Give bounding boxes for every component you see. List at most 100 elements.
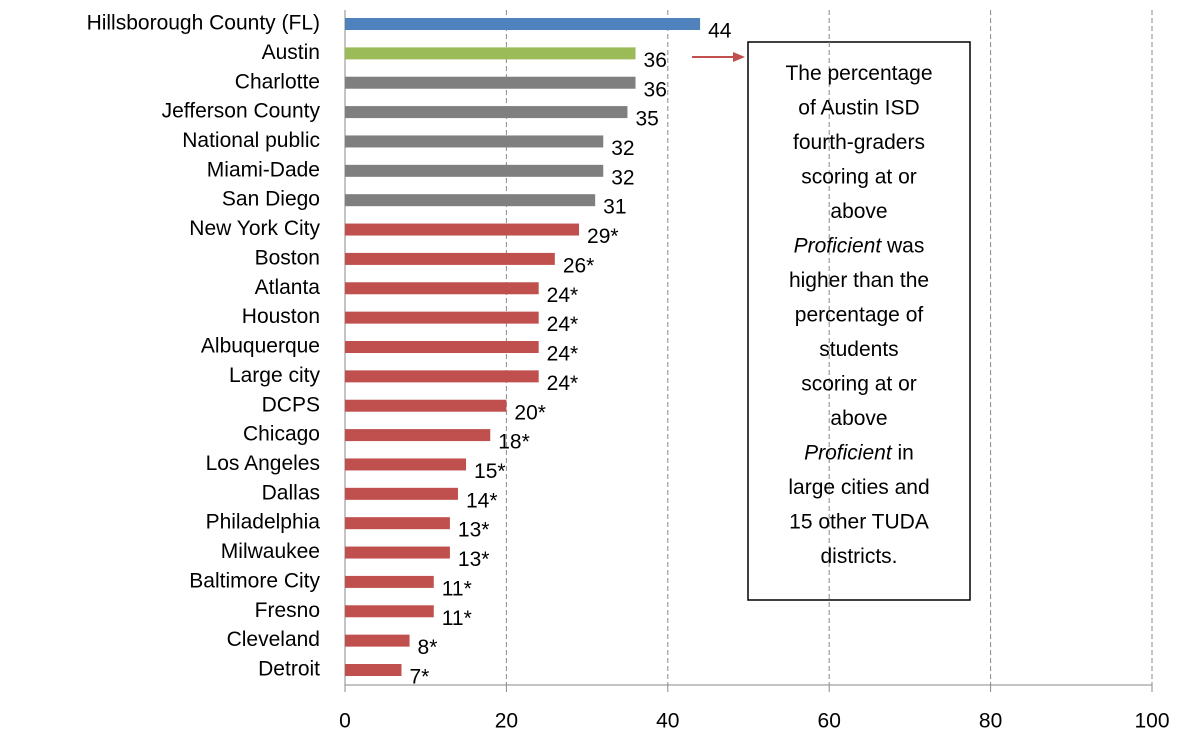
value-label: 11* (442, 607, 472, 630)
value-label: 24* (547, 343, 579, 366)
value-label: 11* (442, 577, 472, 600)
annotation-line: students (819, 338, 898, 361)
y-tick-label: Charlotte (235, 70, 320, 93)
annotation-text: 15 other TUDA (789, 510, 929, 533)
y-tick-label: Philadelphia (206, 511, 321, 534)
annotation-text: Proficient (804, 441, 893, 464)
value-label: 31 (603, 196, 626, 219)
bar (345, 282, 539, 295)
value-label: 15* (474, 460, 506, 483)
y-tick-label: Houston (242, 305, 320, 328)
value-label: 13* (458, 548, 490, 571)
bar (345, 605, 434, 618)
y-tick-label: Chicago (243, 423, 320, 446)
annotation-line: scoring at or (801, 372, 917, 395)
y-tick-label: New York City (189, 217, 320, 240)
annotation-text: fourth-graders (793, 131, 925, 154)
y-tick-label: Large city (229, 364, 321, 387)
bar (345, 664, 402, 676)
annotation-text: The percentage (785, 62, 932, 85)
y-tick-label: Austin (262, 41, 320, 64)
annotation-line: large cities and (788, 476, 929, 499)
y-tick-label: Boston (255, 246, 320, 269)
y-tick-label: Milwaukee (221, 540, 320, 563)
bar (345, 399, 507, 412)
bar (345, 517, 450, 530)
bar (345, 76, 636, 89)
y-tick-label: Los Angeles (206, 452, 320, 475)
value-label: 24* (547, 372, 579, 395)
value-label: 35 (635, 108, 658, 131)
value-label: 26* (563, 254, 595, 277)
value-label: 32 (611, 166, 634, 189)
y-tick-label: Baltimore City (189, 569, 320, 592)
value-label: 8* (418, 636, 438, 659)
value-label: 36 (644, 78, 667, 101)
x-tick-label: 20 (495, 710, 518, 733)
annotation-text: percentage of (795, 303, 924, 326)
value-label: 32 (611, 137, 634, 160)
y-tick-label: Fresno (255, 599, 320, 622)
bar (345, 429, 491, 442)
bar (345, 458, 467, 471)
y-tick-label: Detroit (258, 658, 320, 681)
value-label: 44 (708, 20, 732, 43)
annotation-text: was (881, 234, 924, 257)
annotation-line: scoring at or (801, 165, 917, 188)
annotation-line: 15 other TUDA (789, 510, 929, 533)
bar (345, 546, 450, 559)
annotation-box (747, 41, 971, 601)
bar (345, 135, 604, 148)
annotation-arrowhead (733, 52, 745, 62)
x-tick-label: 40 (656, 710, 679, 733)
y-tick-label: Atlanta (255, 276, 321, 299)
annotation-line: above (830, 407, 887, 430)
bar (345, 341, 539, 353)
y-tick-label: Miami-Dade (207, 158, 320, 181)
y-tick-label: National public (182, 129, 320, 152)
annotation-line: of Austin ISD (798, 96, 919, 119)
annotation-text: scoring at or (801, 165, 917, 188)
annotation-line: percentage of (795, 303, 924, 326)
bar (345, 18, 701, 30)
annotation-text: large cities and (788, 476, 929, 499)
annotation-line: above (830, 200, 887, 223)
annotation-text: higher than the (789, 269, 929, 292)
bar (345, 634, 410, 647)
x-tick-label: 0 (339, 710, 351, 733)
annotation-text: districts. (820, 545, 897, 568)
bar (345, 575, 434, 588)
y-tick-label: Dallas (262, 481, 320, 504)
bar (345, 47, 636, 60)
annotation-text: above (830, 407, 887, 430)
annotation-text: students (819, 338, 898, 361)
annotation-text: scoring at or (801, 372, 917, 395)
annotation-text: in (892, 441, 914, 464)
value-label: 13* (458, 519, 490, 542)
x-tick-label: 60 (818, 710, 841, 733)
value-label: 24* (547, 313, 579, 336)
x-tick-label: 100 (1134, 710, 1169, 733)
bar (345, 223, 580, 236)
y-tick-label: Albuquerque (201, 335, 320, 358)
bar (345, 370, 539, 383)
annotation-line: Proficient was (794, 234, 925, 257)
annotation-line: higher than the (789, 269, 929, 292)
bar (345, 311, 539, 324)
annotation-line: districts. (820, 545, 897, 568)
y-tick-label: DCPS (262, 393, 320, 416)
bar (345, 106, 628, 119)
bar (345, 487, 458, 500)
annotation-text: Proficient (794, 234, 883, 257)
value-label: 29* (587, 225, 619, 248)
annotation-line: The percentage (785, 62, 932, 85)
y-tick-label: Hillsborough County (FL) (87, 12, 320, 35)
y-tick-label: San Diego (222, 188, 320, 211)
value-label: 36 (644, 49, 667, 72)
value-label: 20* (514, 401, 546, 424)
x-tick-label: 80 (979, 710, 1002, 733)
bar (345, 194, 596, 207)
annotation-line: Proficient in (804, 441, 914, 464)
value-label: 18* (498, 431, 530, 454)
